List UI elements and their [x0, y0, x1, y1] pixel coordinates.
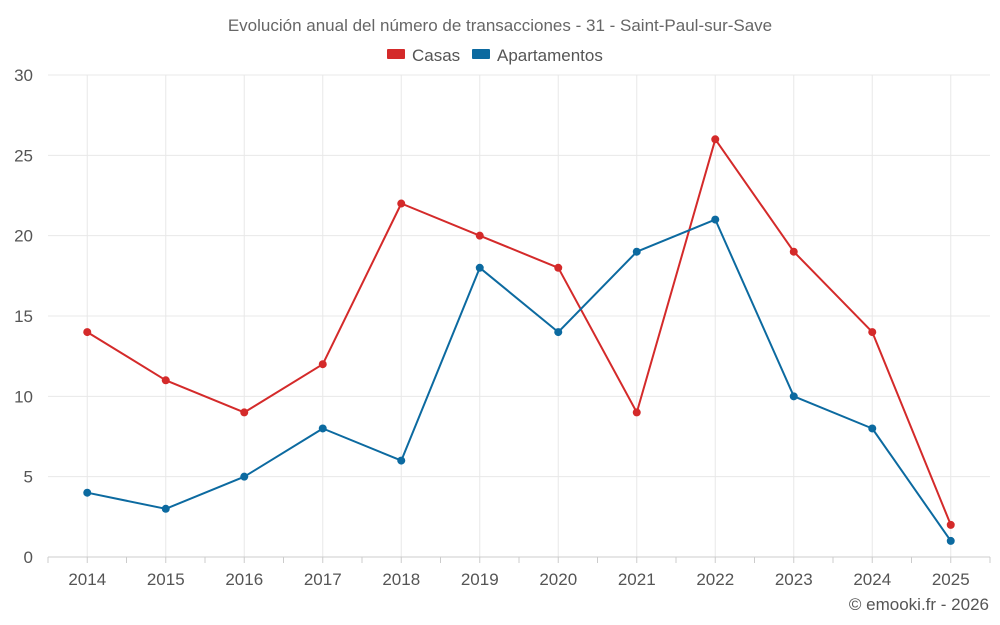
y-tick-label: 0 [24, 548, 33, 567]
data-point-casas[interactable] [868, 328, 877, 337]
data-point-casas[interactable] [711, 135, 720, 144]
data-point-casas[interactable] [161, 376, 170, 385]
data-point-apartamentos[interactable] [475, 263, 484, 272]
data-point-casas[interactable] [475, 231, 484, 240]
data-point-apartamentos[interactable] [868, 424, 877, 433]
y-tick-label: 30 [14, 66, 33, 85]
x-tick-label: 2018 [382, 570, 420, 589]
series-line-apartamentos [87, 218, 952, 542]
series-line-casas [86, 138, 952, 526]
data-point-apartamentos[interactable] [554, 328, 563, 337]
x-tick-label: 2019 [461, 570, 499, 589]
data-point-casas[interactable] [318, 360, 327, 369]
data-point-casas[interactable] [554, 263, 563, 272]
data-point-casas[interactable] [83, 328, 92, 337]
data-point-casas[interactable] [240, 408, 249, 417]
data-point-apartamentos[interactable] [161, 504, 170, 513]
series-layer [83, 135, 955, 545]
data-point-apartamentos[interactable] [946, 536, 955, 545]
legend-label-casas[interactable]: Casas [412, 46, 460, 65]
x-tick-label: 2014 [68, 570, 106, 589]
chart-grid [48, 74, 990, 557]
x-tick-label: 2020 [539, 570, 577, 589]
y-axis: 0 5 10 15 20 25 30 [14, 66, 33, 567]
data-point-casas[interactable] [789, 247, 798, 256]
x-tick-label: 2017 [304, 570, 342, 589]
x-tick-label: 2023 [775, 570, 813, 589]
x-axis: 2014 2015 2016 2017 2018 2019 2020 2021 2022 2023… [47, 556, 991, 589]
y-tick-label: 25 [14, 146, 33, 165]
chart-legend: Casas Apartamentos [387, 46, 603, 65]
x-tick-label: 2024 [853, 570, 891, 589]
legend-label-apartamentos[interactable]: Apartamentos [497, 46, 603, 65]
x-tick-label: 2025 [932, 570, 970, 589]
x-tick-label: 2016 [225, 570, 263, 589]
x-tick-label: 2021 [618, 570, 656, 589]
data-point-apartamentos[interactable] [711, 215, 720, 224]
chart-title: Evolución anual del número de transaccio… [228, 16, 772, 35]
data-point-apartamentos[interactable] [632, 247, 641, 256]
credit-text: © emooki.fr - 2026 [849, 595, 989, 614]
data-point-apartamentos[interactable] [397, 456, 406, 465]
data-point-apartamentos[interactable] [789, 392, 798, 401]
y-tick-label: 10 [14, 387, 33, 406]
legend-swatch-casas [387, 49, 405, 59]
data-point-apartamentos[interactable] [240, 472, 249, 481]
data-point-casas[interactable] [946, 520, 955, 529]
y-tick-label: 5 [24, 468, 33, 487]
data-point-apartamentos[interactable] [318, 424, 327, 433]
data-point-casas[interactable] [397, 199, 406, 208]
y-tick-label: 15 [14, 307, 33, 326]
y-tick-label: 20 [14, 227, 33, 246]
legend-swatch-apartamentos [472, 49, 490, 59]
data-point-casas[interactable] [632, 408, 641, 417]
x-tick-label: 2015 [147, 570, 185, 589]
data-point-apartamentos[interactable] [83, 488, 92, 497]
x-tick-label: 2022 [696, 570, 734, 589]
